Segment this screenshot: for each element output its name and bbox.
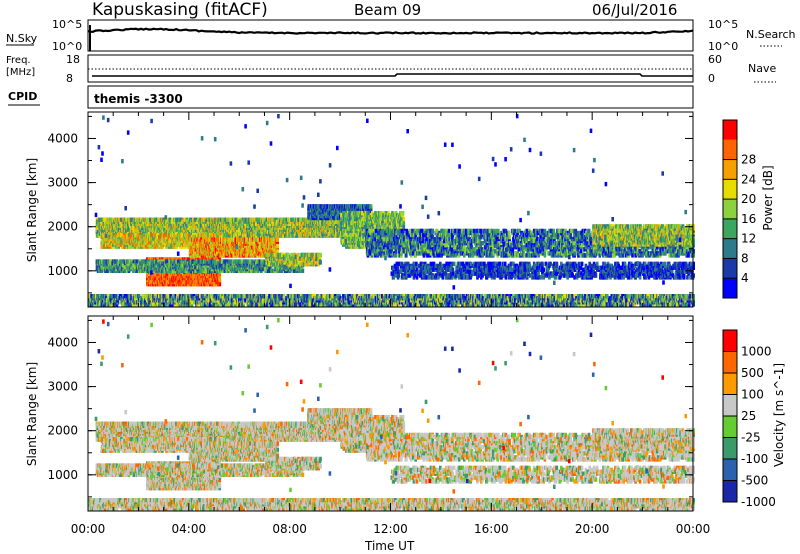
power-heatmap bbox=[88, 114, 695, 307]
nsearch-tick-high: 10^5 bbox=[708, 18, 738, 31]
freq-tick-high: 18 bbox=[66, 53, 80, 66]
nsky-trace bbox=[88, 29, 693, 34]
nsearch-tick-low: 10^0 bbox=[708, 40, 738, 53]
freq-unit-label: [MHz] bbox=[6, 67, 35, 78]
power-cell bbox=[164, 233, 167, 237]
cpid-label: CPID bbox=[8, 90, 37, 103]
nave-label: Nave bbox=[748, 62, 776, 75]
nsearch-label: N.Search bbox=[746, 28, 796, 41]
nsky-panel bbox=[88, 20, 693, 51]
freq-tick-low: 8 bbox=[66, 72, 73, 85]
station-title: Kapuskasing (fitACF) bbox=[92, 0, 268, 20]
nave-tick-low: 0 bbox=[708, 72, 715, 85]
cpid-value: themis -3300 bbox=[94, 92, 183, 106]
nsky-series bbox=[88, 25, 693, 51]
freq-series bbox=[92, 74, 693, 76]
beam-title: Beam 09 bbox=[354, 1, 421, 19]
date-title: 06/Jul/2016 bbox=[592, 1, 677, 19]
nsky-tick-low: 10^0 bbox=[52, 40, 82, 53]
nsky-tick-high: 10^5 bbox=[52, 18, 82, 31]
nave-tick-high: 60 bbox=[708, 53, 722, 66]
nsky-label: N.Sky bbox=[6, 32, 38, 45]
freq-label: Freq. bbox=[6, 55, 31, 66]
